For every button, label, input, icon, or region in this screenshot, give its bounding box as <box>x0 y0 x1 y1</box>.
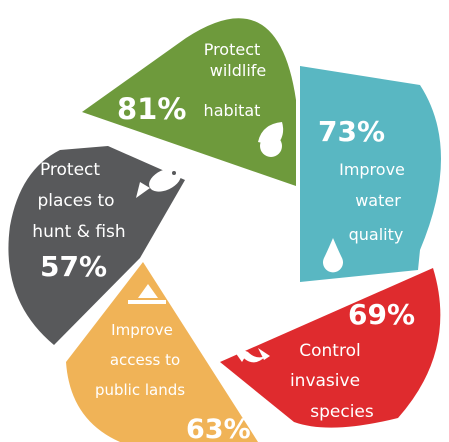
water-drop-icon <box>323 238 343 273</box>
segment-label-line: invasive <box>290 371 360 391</box>
leaf-icon <box>258 122 284 157</box>
segment-label-line: hunt & fish <box>32 222 125 242</box>
segment-hunt-fish <box>8 146 185 345</box>
segment-label-line: species <box>310 402 374 422</box>
segment-label-line: water <box>355 191 401 210</box>
segment-label-line: Control <box>299 341 360 361</box>
data-label-wildlife-habitat: 81% <box>117 92 186 126</box>
mountain-icon <box>128 284 166 304</box>
segment-wildlife-habitat <box>82 18 296 186</box>
bird-icon <box>230 345 270 363</box>
segment-label-line: Protect <box>204 40 261 59</box>
segment-label-line: Improve <box>111 321 173 339</box>
data-label-public-lands: 63% <box>186 414 251 442</box>
segment-water-quality <box>300 66 441 282</box>
segment-label-line: quality <box>349 225 404 244</box>
data-label-hunt-fish: 57% <box>40 250 107 283</box>
segment-label-line: wildlife <box>210 61 267 80</box>
data-label-invasive-species: 69% <box>348 298 415 331</box>
data-label-water-quality: 73% <box>318 115 385 148</box>
segment-label-line: Improve <box>339 160 405 179</box>
segment-label-line: habitat <box>204 101 261 120</box>
segment-public-lands <box>66 262 258 442</box>
fish-icon <box>136 168 181 198</box>
segment-label-line: Protect <box>40 160 100 180</box>
segment-label-line: access to <box>110 351 180 369</box>
segment-label-line: public lands <box>95 381 185 399</box>
segment-label-line: places to <box>37 191 114 211</box>
segment-invasive-species <box>220 268 441 428</box>
